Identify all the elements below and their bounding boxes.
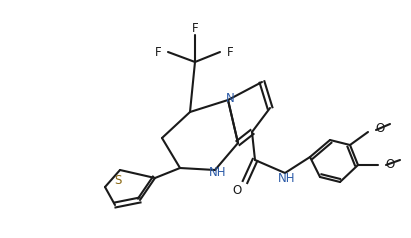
Text: NH: NH [278, 173, 296, 185]
Text: O: O [375, 122, 385, 134]
Text: S: S [114, 174, 122, 187]
Text: N: N [226, 91, 234, 104]
Text: O: O [386, 159, 395, 172]
Text: F: F [192, 21, 199, 35]
Text: F: F [227, 45, 233, 59]
Text: O: O [232, 183, 242, 197]
Text: F: F [155, 45, 161, 59]
Text: NH: NH [209, 167, 227, 179]
